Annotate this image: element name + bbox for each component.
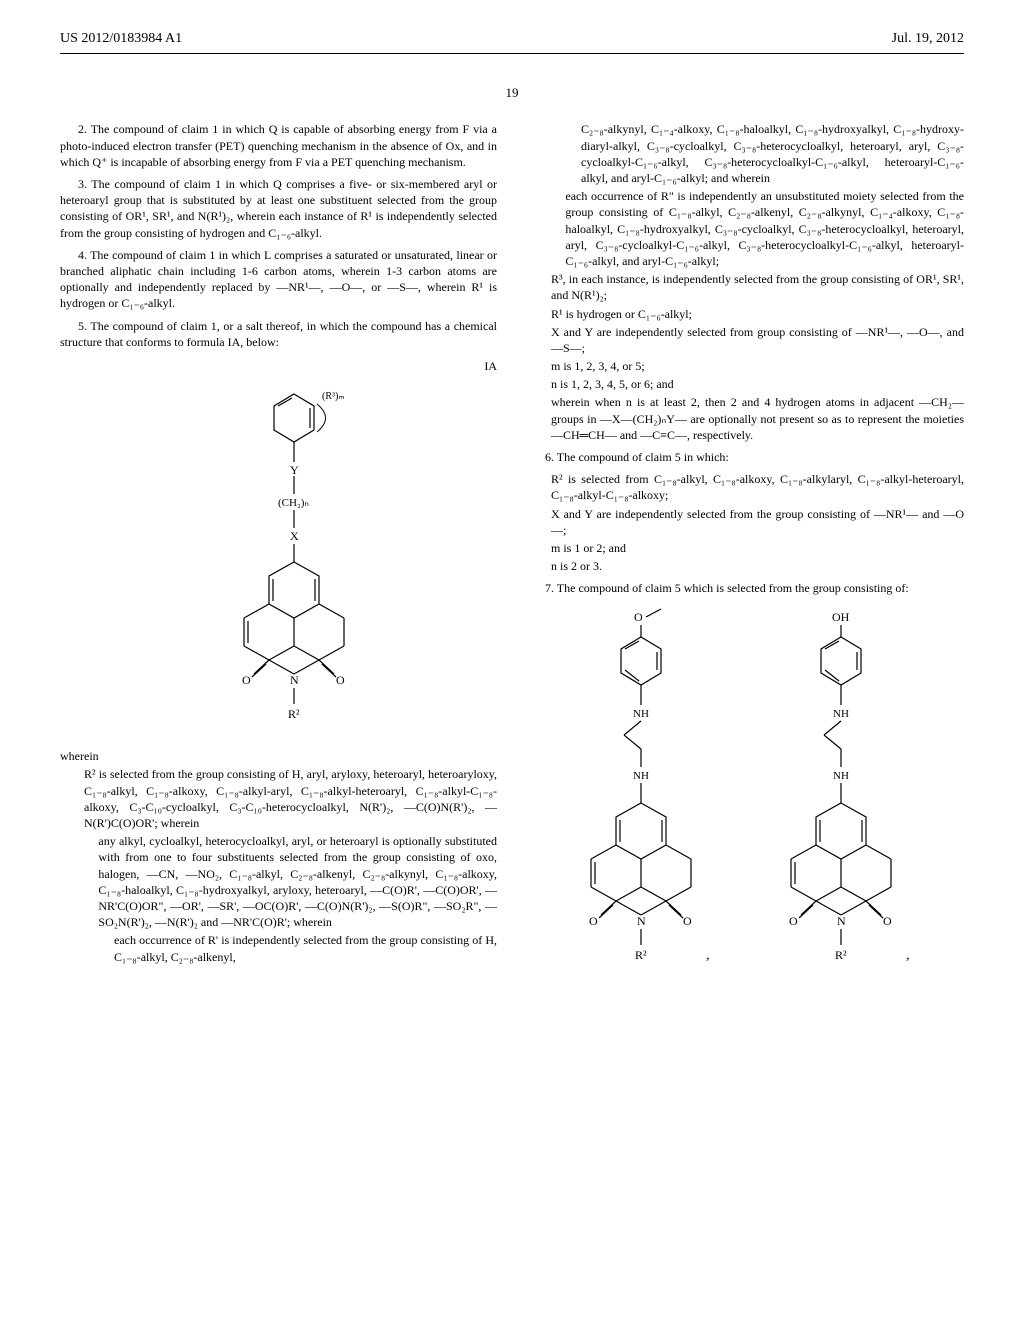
n-label: N (290, 673, 299, 687)
r2-label: R² (288, 707, 300, 721)
claim-5: 5. The compound of claim 1, or a salt th… (60, 318, 497, 350)
claim-6: 6. The compound of claim 5 in which: (527, 449, 964, 465)
o-bl-right: O (789, 914, 798, 928)
r1-def: R¹ is hydrogen or C₁₋₆-alkyl; (527, 306, 964, 322)
oh-top-right: OH (832, 610, 850, 624)
page-header: US 2012/0183984 A1 Jul. 19, 2012 (60, 30, 964, 54)
c6-r2: R² is selected from C₁₋₈-alkyl, C₁₋₈-alk… (527, 471, 964, 503)
nh-1-left: NH (633, 708, 649, 720)
y-label: Y (290, 463, 299, 477)
r3m-label: (R³)ₘ (322, 391, 345, 402)
structures-7-svg: O NH NH (546, 607, 946, 977)
nh-1-right: NH (833, 708, 849, 720)
r2-bottom-left: R² (635, 948, 647, 962)
c6-m: m is 1 or 2; and (527, 540, 964, 556)
claim-4: 4. The compound of claim 1 in which L co… (60, 247, 497, 312)
comma-right: , (906, 948, 910, 963)
header-right: Jul. 19, 2012 (892, 30, 964, 49)
c6-xy: X and Y are independently selected from … (527, 506, 964, 538)
nh-2-left: NH (633, 770, 649, 782)
wherein-n: wherein when n is at least 2, then 2 and… (527, 394, 964, 443)
structure-ia-wrap: (R³)ₘ Y (CH₂)ₙ X (60, 384, 497, 728)
wherein-label: wherein (60, 748, 497, 764)
o-top-left: O (634, 610, 643, 624)
c6-n: n is 2 or 3. (527, 558, 964, 574)
n-def: n is 1, 2, 3, 4, 5, or 6; and (527, 376, 964, 392)
structure-ia-svg: (R³)ₘ Y (CH₂)ₙ X (204, 384, 354, 724)
claim-3: 3. The compound of claim 1 in which Q co… (60, 176, 497, 241)
left-column: 2. The compound of claim 1 in which Q is… (60, 121, 497, 1000)
xy-def: X and Y are independently selected from … (527, 324, 964, 356)
m-def: m is 1, 2, 3, 4, or 5; (527, 358, 964, 374)
x-label: X (290, 529, 299, 543)
r2-sub1: any alkyl, cycloalkyl, heterocycloalkyl,… (60, 833, 497, 930)
claim-7: 7. The compound of claim 5 which is sele… (527, 580, 964, 596)
o-br-left: O (683, 914, 692, 928)
n-bottom-right: N (837, 914, 846, 928)
page-number: 19 (60, 84, 964, 102)
formula-ia-label: IA (60, 358, 497, 374)
r2-definition: R² is selected from the group consisting… (60, 766, 497, 831)
n-bottom-left: N (637, 914, 646, 928)
r-doubleprime: each occurrence of R" is independently a… (527, 188, 964, 269)
claim-2: 2. The compound of claim 1 in which Q is… (60, 121, 497, 170)
structures-7-wrap: O NH NH (527, 607, 964, 981)
r2-sub2: each occurrence of R' is independently s… (60, 932, 497, 964)
o-br-right: O (883, 914, 892, 928)
ch2n-label: (CH₂)ₙ (278, 497, 309, 509)
right-column: C₂₋₈-alkynyl, C₁₋₄-alkoxy, C₁₋₈-haloalky… (527, 121, 964, 1000)
r2-cont: C₂₋₈-alkynyl, C₁₋₄-alkoxy, C₁₋₈-haloalky… (527, 121, 964, 186)
header-left: US 2012/0183984 A1 (60, 30, 182, 49)
nh-2-right: NH (833, 770, 849, 782)
two-column-layout: 2. The compound of claim 1 in which Q is… (60, 121, 964, 1000)
o-left-label: O (242, 673, 251, 687)
o-bl-left: O (589, 914, 598, 928)
comma-left: , (706, 948, 710, 963)
r2-bottom-right: R² (835, 948, 847, 962)
o-right-label: O (336, 673, 345, 687)
r3-def: R³, in each instance, is independently s… (527, 271, 964, 303)
